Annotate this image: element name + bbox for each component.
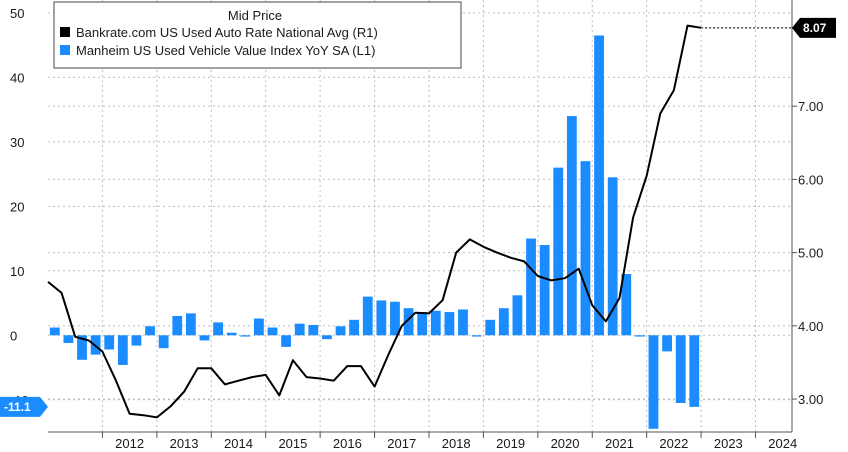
x-tick-label: 2021 xyxy=(605,436,634,451)
bar xyxy=(675,335,686,403)
bar xyxy=(553,167,564,336)
badge-index-label: -11.1 xyxy=(4,400,31,414)
y-left-tick-label: 0 xyxy=(10,328,17,343)
bar xyxy=(131,335,142,346)
bar xyxy=(526,238,536,336)
bar xyxy=(662,335,672,352)
bar xyxy=(335,326,346,336)
bar xyxy=(458,309,468,336)
legend: Mid Price Bankrate.com US Used Auto Rate… xyxy=(53,1,462,69)
bar xyxy=(689,335,700,407)
badge-index xyxy=(0,396,48,417)
legend-label-manheim: Manheim US Used Vehicle Value Index YoY … xyxy=(76,43,375,58)
x-tick-label: 2023 xyxy=(714,436,743,451)
bar xyxy=(240,335,251,337)
bar xyxy=(471,335,482,337)
bar xyxy=(254,318,264,336)
bar xyxy=(417,312,428,336)
x-tick-label: 2020 xyxy=(551,436,580,451)
legend-swatch-manheim xyxy=(60,45,70,55)
bar xyxy=(539,245,550,336)
bar xyxy=(444,312,455,336)
bar xyxy=(498,308,509,336)
x-tick-label: 2024 xyxy=(768,436,797,451)
badge-rate xyxy=(792,17,836,38)
bar xyxy=(281,335,292,347)
x-tick-label: 2018 xyxy=(442,436,471,451)
x-tick-label: 2014 xyxy=(224,436,253,451)
legend-title: Mid Price xyxy=(228,8,282,23)
y-left-tick-label: 50 xyxy=(10,6,24,21)
y-right-tick-label: 6.00 xyxy=(798,172,823,187)
bar xyxy=(63,335,74,344)
y-right-tick-label: 7.00 xyxy=(798,99,823,114)
bar xyxy=(104,335,115,350)
y-right-tick-label: 4.00 xyxy=(798,319,823,334)
x-tick-label: 2022 xyxy=(659,436,688,451)
bar xyxy=(172,315,183,336)
y-left-tick-label: 20 xyxy=(10,199,24,214)
rate-line xyxy=(47,24,702,419)
bar xyxy=(390,301,400,336)
bar xyxy=(49,327,60,336)
bar xyxy=(267,327,278,336)
bar xyxy=(77,335,87,360)
bar xyxy=(376,300,387,336)
y-left-tick-label: 10 xyxy=(10,264,24,279)
bar xyxy=(349,319,360,336)
bar xyxy=(226,332,237,336)
bar xyxy=(322,335,332,340)
bar xyxy=(607,177,618,336)
x-tick-label: 2019 xyxy=(496,436,525,451)
bar xyxy=(185,313,196,336)
x-tick-label: 2016 xyxy=(333,436,362,451)
legend-label-bankrate: Bankrate.com US Used Auto Rate National … xyxy=(76,25,378,40)
bar xyxy=(621,274,632,336)
bar xyxy=(308,324,319,336)
bar xyxy=(580,161,591,336)
bar xyxy=(158,335,169,349)
y-left-tick-label: 30 xyxy=(10,135,24,150)
bar xyxy=(430,310,441,336)
bar xyxy=(648,335,659,429)
bar xyxy=(566,116,577,336)
x-tick-label: 2015 xyxy=(278,436,307,451)
bar xyxy=(594,35,604,336)
badge-rate-label: 8.07 xyxy=(803,21,827,35)
legend-box xyxy=(53,1,462,69)
bar xyxy=(512,295,523,336)
bar xyxy=(117,335,128,365)
bar xyxy=(403,308,414,336)
bar xyxy=(485,319,496,336)
y-right-tick-label: 3.00 xyxy=(798,392,823,407)
x-tick-label: 2013 xyxy=(170,436,199,451)
bar xyxy=(199,335,210,341)
y-left-tick-label: 40 xyxy=(10,70,24,85)
bar xyxy=(294,323,305,336)
bar xyxy=(362,296,373,336)
bar xyxy=(213,322,223,336)
line-series-bankrate xyxy=(47,24,702,419)
bar xyxy=(145,326,155,336)
bar xyxy=(634,335,645,337)
last-value-badges: 8.07 -11.1 xyxy=(0,17,836,417)
legend-swatch-bankrate xyxy=(60,27,70,37)
x-tick-label: 2012 xyxy=(115,436,144,451)
x-tick-label: 2017 xyxy=(387,436,416,451)
bar-series-manheim xyxy=(49,35,700,429)
y-right-tick-label: 5.00 xyxy=(798,246,823,261)
